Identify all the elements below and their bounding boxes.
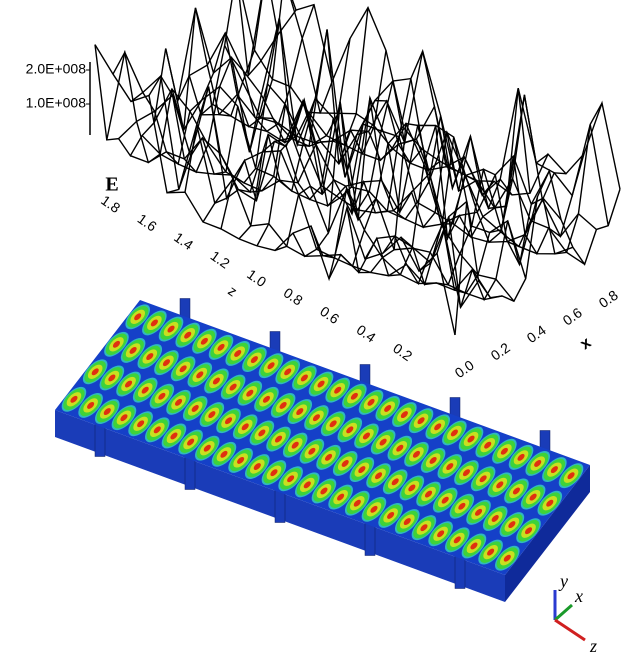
- fem-plate: [55, 298, 590, 602]
- triad-label: z: [589, 636, 597, 656]
- wire-line: [153, 87, 515, 302]
- triad-label: y: [558, 571, 568, 591]
- z-tick-label: 1.6: [135, 210, 160, 234]
- wire-line: [165, 48, 527, 279]
- wireframe-surface: [94, 0, 621, 336]
- triad-x: [554, 603, 573, 622]
- x-tick-label: 0.8: [596, 287, 621, 311]
- wire-line: [94, 44, 456, 336]
- wire-line: [242, 0, 597, 238]
- wire-line: [259, 3, 621, 196]
- x-tick-label: 0.4: [524, 322, 549, 346]
- triad-z: [554, 618, 586, 642]
- wire-line: [188, 17, 550, 228]
- x-tick-labels: 0.0 0.2 0.4 0.6 0.8: [452, 287, 621, 381]
- plate-top: [55, 300, 590, 575]
- e-axis-label: E: [105, 174, 118, 196]
- z-tick-label: 0.2: [390, 340, 415, 364]
- plate-side: [505, 465, 590, 602]
- wire-line: [247, 0, 609, 226]
- x-tick-label: 0.2: [488, 339, 513, 363]
- z-tick-label: 0.6: [317, 303, 342, 327]
- wire-line: [141, 97, 503, 301]
- z-tick-label: 1.4: [171, 229, 196, 253]
- x-tick-label: 0.6: [560, 304, 585, 328]
- x-axis-label: x: [577, 334, 594, 353]
- wire-line: [201, 29, 562, 243]
- z-axis-label: z: [225, 282, 240, 299]
- z-tick-label: 0.8: [281, 284, 306, 308]
- wire-line: [176, 7, 539, 267]
- mode-shapes: [61, 304, 584, 571]
- triad-label: x: [574, 586, 583, 606]
- x-tick-label: 0.0: [452, 357, 477, 381]
- e-tick-label: 2.0E+008: [26, 61, 87, 77]
- z-tick-label: 1.8: [98, 192, 123, 216]
- e-tick-label: 1.0E+008: [26, 95, 87, 111]
- triad: y x z: [553, 571, 597, 656]
- z-tick-label: 1.2: [208, 247, 233, 271]
- wire-line: [130, 136, 491, 299]
- z-tick-label: 0.4: [354, 321, 379, 345]
- wire-line: [106, 50, 468, 274]
- wire-line: [130, 0, 297, 166]
- z-tick-label: 1.0: [244, 266, 269, 290]
